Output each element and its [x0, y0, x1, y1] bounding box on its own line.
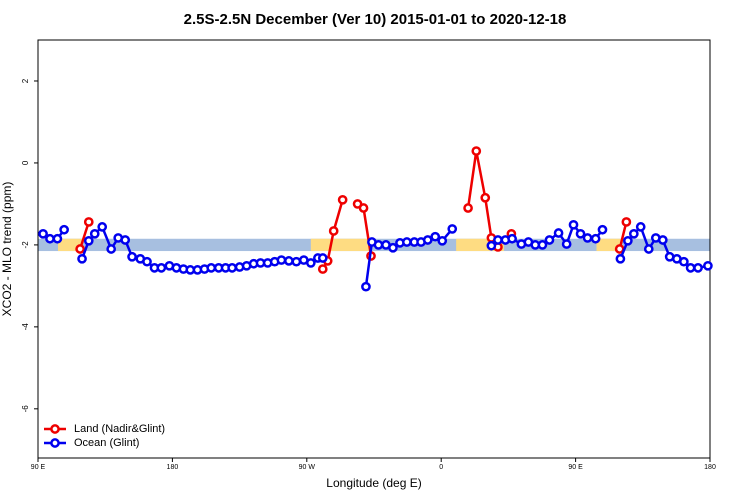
point	[553, 228, 564, 238]
x-tick-label: 90 E	[31, 464, 46, 471]
x-tick-label: 90 W	[299, 464, 316, 471]
point	[358, 203, 369, 213]
point	[615, 253, 626, 264]
point	[38, 228, 48, 239]
point	[480, 192, 491, 203]
point	[422, 235, 433, 245]
point	[597, 224, 608, 235]
point	[328, 226, 339, 236]
point	[628, 228, 639, 239]
point	[52, 233, 63, 244]
point	[544, 235, 555, 245]
point	[120, 235, 131, 245]
point	[206, 263, 217, 273]
point	[575, 228, 586, 239]
point	[97, 222, 108, 232]
y-tick-label: -4	[21, 323, 30, 331]
point	[537, 240, 548, 250]
point	[317, 264, 328, 274]
point	[75, 244, 85, 254]
point	[77, 253, 87, 264]
y-tick-label: 2	[21, 78, 30, 83]
y-tick-label: -6	[21, 405, 30, 413]
point	[83, 235, 94, 246]
y-tick-label: -2	[21, 241, 30, 249]
point	[89, 228, 100, 239]
x-axis-label: Longitude (deg E)	[326, 476, 421, 490]
point	[437, 235, 448, 246]
x-tick-label: 180	[704, 464, 716, 471]
point	[486, 240, 497, 251]
point	[156, 263, 167, 273]
point	[430, 231, 441, 242]
series-line	[78, 150, 628, 270]
land-span	[310, 238, 372, 252]
point	[227, 263, 237, 273]
point	[317, 253, 328, 263]
point	[623, 235, 633, 246]
legend-label: Ocean (Glint)	[74, 437, 139, 449]
point	[106, 244, 117, 254]
point	[582, 233, 593, 243]
point	[568, 219, 579, 230]
point	[45, 233, 55, 244]
point	[643, 244, 654, 254]
legend-marker	[50, 424, 60, 434]
point	[142, 256, 152, 267]
point	[361, 281, 371, 292]
y-tick-label: 0	[21, 160, 30, 165]
point	[337, 194, 348, 205]
point	[679, 256, 689, 267]
point	[693, 263, 703, 273]
legend-label: Land (Nadir&Glint)	[74, 423, 165, 435]
point	[276, 255, 287, 265]
point	[373, 240, 384, 250]
plot-frame	[37, 39, 711, 459]
x-tick-label: 180	[167, 464, 179, 471]
point	[463, 203, 473, 213]
point	[83, 217, 94, 227]
point	[291, 256, 302, 267]
point	[493, 235, 503, 245]
chart-title: 2.5S-2.5N December (Ver 10) 2015-01-01 t…	[184, 11, 567, 28]
x-tick-label: 90 E	[568, 464, 583, 471]
point	[447, 224, 458, 234]
y-axis-label: XCO2 - MLO trend (ppm)	[0, 182, 14, 317]
point	[561, 239, 572, 249]
point	[621, 217, 632, 227]
legend-marker	[50, 438, 60, 448]
point	[284, 256, 294, 266]
point	[471, 146, 482, 156]
point	[657, 235, 668, 245]
point	[590, 233, 601, 244]
point	[127, 251, 137, 262]
point	[703, 260, 713, 271]
point	[507, 233, 517, 244]
point	[635, 222, 646, 232]
point	[685, 263, 696, 273]
point	[388, 242, 398, 253]
point	[402, 237, 412, 247]
x-tick-label: 0	[439, 464, 443, 471]
point	[59, 224, 69, 235]
point	[305, 258, 316, 268]
